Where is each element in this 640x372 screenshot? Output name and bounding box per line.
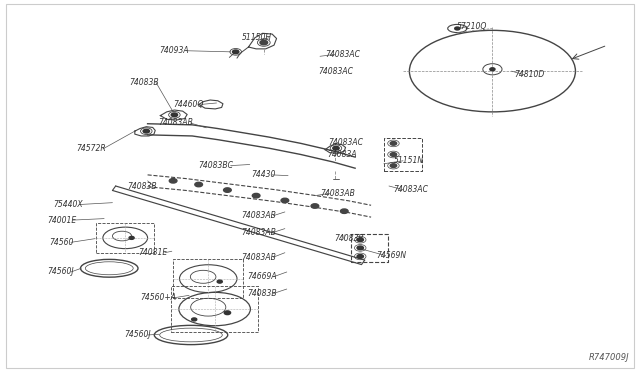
Text: 74083AC: 74083AC	[394, 185, 428, 194]
Circle shape	[252, 193, 260, 198]
Text: 74560: 74560	[50, 238, 74, 247]
Circle shape	[232, 50, 239, 54]
Text: 74083AB: 74083AB	[242, 211, 276, 220]
Text: 74083AC: 74083AC	[325, 50, 360, 59]
Text: 74560J: 74560J	[47, 267, 74, 276]
Text: 74083B: 74083B	[127, 182, 157, 190]
Circle shape	[143, 129, 150, 133]
Circle shape	[455, 27, 460, 30]
Text: 74083AB: 74083AB	[320, 189, 355, 198]
Circle shape	[357, 246, 364, 250]
Text: 74669A: 74669A	[247, 272, 276, 281]
Circle shape	[195, 182, 202, 187]
Text: 74460Q: 74460Q	[173, 100, 204, 109]
Text: 57210Q: 57210Q	[458, 22, 488, 31]
Text: 74083B: 74083B	[247, 289, 276, 298]
Text: 74083B: 74083B	[129, 78, 159, 87]
Text: 74083AC: 74083AC	[328, 138, 364, 147]
Circle shape	[390, 153, 397, 156]
Circle shape	[340, 209, 348, 214]
Text: 51151N: 51151N	[394, 156, 424, 165]
Circle shape	[357, 254, 364, 258]
Circle shape	[490, 68, 495, 71]
Text: 74001E: 74001E	[47, 216, 76, 225]
Text: 74081E: 74081E	[139, 248, 168, 257]
Text: 74083A: 74083A	[328, 150, 357, 159]
Text: 51150H: 51150H	[242, 33, 272, 42]
Text: 74430: 74430	[251, 170, 275, 179]
Circle shape	[390, 164, 397, 167]
Circle shape	[172, 113, 177, 117]
Circle shape	[224, 311, 230, 315]
Text: 74572R: 74572R	[76, 144, 106, 153]
Text: 75440X: 75440X	[53, 200, 83, 209]
Circle shape	[390, 141, 397, 145]
Circle shape	[311, 204, 319, 208]
Circle shape	[260, 40, 268, 45]
Circle shape	[129, 236, 134, 239]
Text: 74083BC: 74083BC	[199, 161, 234, 170]
Circle shape	[333, 146, 339, 150]
Text: 74083B: 74083B	[334, 234, 364, 243]
Text: 74083AC: 74083AC	[319, 67, 354, 76]
Text: 74083AB: 74083AB	[159, 119, 193, 128]
Text: 74093A: 74093A	[159, 46, 189, 55]
Text: 74560+A: 74560+A	[140, 294, 176, 302]
Circle shape	[357, 238, 364, 241]
Circle shape	[191, 318, 196, 321]
Text: 74569N: 74569N	[376, 251, 406, 260]
Text: 74810D: 74810D	[515, 70, 545, 79]
Text: R747009J: R747009J	[589, 353, 630, 362]
Text: 74083AB: 74083AB	[242, 253, 276, 262]
Circle shape	[170, 179, 177, 183]
Text: 74560J: 74560J	[124, 330, 151, 340]
Circle shape	[223, 188, 231, 192]
Circle shape	[217, 280, 222, 283]
Text: 74083AB: 74083AB	[242, 228, 276, 237]
Circle shape	[281, 198, 289, 203]
